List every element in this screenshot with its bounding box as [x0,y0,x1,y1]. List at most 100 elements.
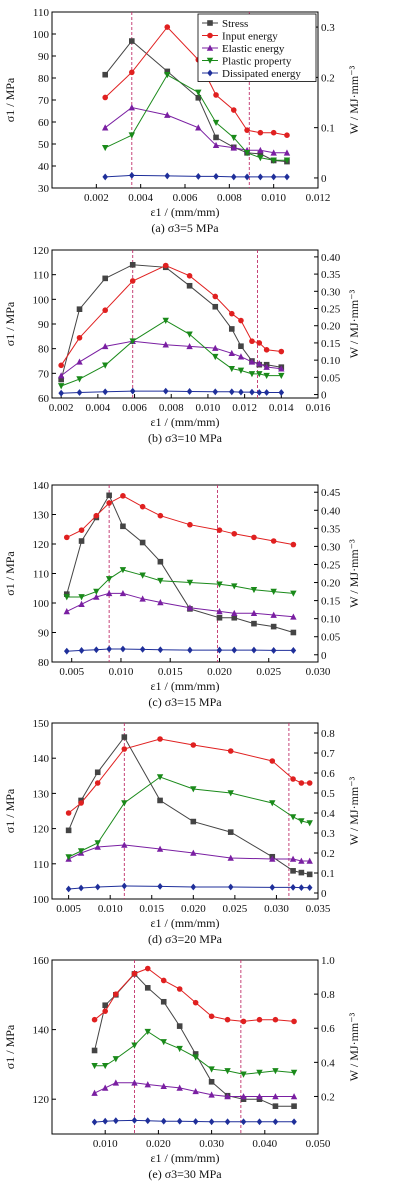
data-point-input-energy [269,758,276,764]
data-point-input-energy [272,1016,279,1023]
data-point-dissipated-energy [121,882,128,890]
data-point-stress [164,68,171,75]
data-point-elastic-energy [269,855,276,862]
data-point-input-energy [190,742,197,748]
data-point-plastic-property [102,1062,109,1070]
y2-tick-label: 0.4 [321,808,335,820]
data-point-input-energy [227,748,234,754]
data-point-input-energy [186,273,193,279]
data-point-dissipated-energy [93,646,100,654]
data-point-elastic-energy [57,372,65,379]
panel-caption: (a) σ3=5 MPa [151,221,219,235]
data-point-plastic-property [256,1069,263,1076]
series-input-energy [102,24,290,138]
y2-axis-label: W / MJ·mm⁻³ [347,539,361,608]
data-point-dissipated-energy [244,173,250,181]
y2-tick-label: 0 [321,650,327,662]
legend-marker [207,20,213,26]
data-point-dissipated-energy [230,173,237,181]
y-tick-label: 110 [33,7,50,19]
data-point-stress [121,734,128,740]
data-point-plastic-property [237,367,245,374]
x-tick-label: 0.012 [232,402,257,414]
x-tick-label: 0.025 [223,903,248,915]
series-line-input-energy [66,495,294,546]
data-point-input-energy [121,746,128,752]
data-point-plastic-property [157,577,164,585]
y-tick-label: 30 [38,183,50,195]
y-tick-label: 40 [38,161,50,173]
data-point-plastic-property [63,594,70,601]
x-tick-label: 0.010 [93,1138,118,1150]
data-point-plastic-property [190,786,197,793]
data-point-input-energy [298,780,305,786]
y-tick-label: 110 [33,270,50,282]
series-line-plastic-property [94,1030,295,1075]
data-point-dissipated-energy [208,1118,215,1126]
data-point-plastic-property [263,372,270,380]
y2-tick-label: 0.20 [321,321,341,333]
y-tick-label: 120 [33,1094,50,1106]
data-point-stress [94,769,101,776]
data-point-elastic-energy [121,841,128,848]
x-tick-label: 0.030 [264,903,289,915]
series-elastic-energy [63,589,297,620]
data-point-stress [228,326,235,332]
data-point-input-energy [187,521,193,528]
data-point-elastic-energy [131,1079,138,1086]
legend-entry: Dissipated energy [222,68,301,80]
x-axis-label: ε1 / (mm/mm) [150,415,219,429]
data-point-plastic-property [224,1068,231,1075]
y2-tick-label: 0.15 [321,338,341,350]
data-point-elastic-energy [102,1084,109,1091]
y2-tick-label: 0.35 [321,269,341,281]
y2-tick-label: 0.2 [321,848,335,860]
chart-panel-5: 0.010 0.020 0.030 0.040 0.050 120 140 160 0.2 0.4… [3,955,361,1181]
data-point-plastic-property [102,144,109,152]
data-point-dissipated-energy [157,646,164,654]
x-tick-label: 0.015 [158,666,183,678]
y2-tick-label: 0.25 [321,559,341,571]
data-point-input-energy [290,776,296,782]
data-point-stress [290,868,296,874]
y-tick-label: 120 [33,824,50,836]
y2-tick-label: 0.40 [321,505,341,517]
data-point-plastic-property [121,800,128,807]
series-line-input-energy [104,26,288,136]
x-axis-label: ε1 / (mm/mm) [150,679,219,693]
data-point-elastic-energy [212,141,220,149]
data-point-dissipated-energy [120,645,126,653]
panel-caption: (d) σ3=20 MPa [148,932,223,946]
data-point-stress [272,1103,279,1109]
y-tick-label: 140 [33,753,50,765]
series-dissipated-energy [65,882,313,893]
data-point-elastic-energy [162,341,169,348]
y2-tick-label: 0.10 [321,355,341,367]
data-point-dissipated-energy [216,646,223,654]
data-point-input-energy [263,347,270,353]
data-point-dissipated-energy [106,645,112,653]
data-point-input-energy [249,338,255,345]
y2-tick-label: 0 [321,390,327,402]
data-point-input-energy [256,340,263,346]
y2-tick-label: 0.7 [321,748,335,760]
data-point-plastic-property [289,814,297,821]
data-point-dissipated-energy [269,884,276,891]
data-point-dissipated-energy [187,646,193,654]
y2-tick-label: 0.15 [321,596,341,608]
data-point-elastic-energy [306,857,313,864]
data-point-input-energy [270,129,277,136]
data-point-input-energy [284,132,290,138]
series-line-dissipated-energy [105,174,287,178]
data-point-plastic-property [269,800,276,807]
data-point-dissipated-energy [290,884,296,891]
series-line-stress [104,40,288,163]
data-point-plastic-property [250,586,258,594]
y-tick-label: 120 [33,245,50,257]
data-point-plastic-property [144,1028,151,1036]
data-point-elastic-energy [112,1079,120,1086]
data-point-elastic-energy [230,144,237,151]
data-point-elastic-energy [195,124,202,131]
data-point-dissipated-energy [290,647,297,654]
x-tick-label: 0.002 [84,192,109,204]
